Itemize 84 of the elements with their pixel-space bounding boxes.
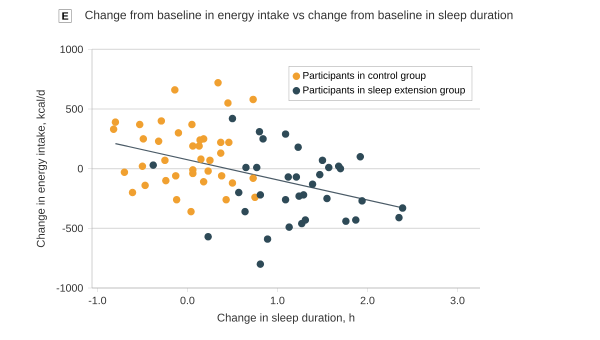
point [398,204,406,212]
point [200,135,208,143]
point [204,232,212,240]
y-tick-label: 500 [66,105,83,113]
point [217,149,224,157]
point [395,214,403,222]
text: E [62,12,68,20]
point [197,155,205,163]
y-tick-label: -1000 [56,284,83,292]
point [225,138,233,146]
point [256,191,264,199]
point [224,99,232,107]
point [222,196,230,204]
point [264,235,272,243]
x-tick-label: 2.0 [360,296,374,304]
chart-title: Change from baseline in energy intake vs change from baseline in sleep duration [85,10,512,22]
point [241,208,249,216]
legend-label: Participants in sleep extension group [303,86,465,96]
x-tick-label: -1.0 [88,296,106,304]
point [300,191,308,199]
point [235,188,242,196]
point [336,164,344,172]
point [352,216,360,224]
point [256,260,264,268]
point [318,156,326,164]
point [171,86,179,94]
point [204,167,212,175]
point [302,216,310,224]
x-axis-title: Change in sleep duration, h [218,313,354,324]
point [256,128,264,136]
x-tick-label: 3.0 [450,296,464,304]
point [294,143,302,151]
point [249,174,257,182]
point [206,156,214,164]
point [128,188,136,196]
point [217,138,224,146]
y-axis-title: Change in energy intake, kcal/d [36,90,48,248]
point [242,164,250,172]
point [140,135,148,143]
point [285,223,293,231]
point [323,194,331,202]
point [112,118,120,126]
point [149,161,157,169]
point [282,196,290,204]
point [200,178,208,186]
point [342,217,350,225]
point [249,96,257,104]
x-tick-label: 0.0 [180,296,194,304]
point [308,180,316,188]
point [188,120,196,128]
point [120,168,128,176]
point [292,173,300,181]
point [174,129,182,137]
point [358,197,366,205]
point [110,126,118,134]
point [228,114,236,122]
point [138,162,146,170]
point [154,137,162,145]
point [356,153,364,160]
x-tick-label: 1.0 [270,296,284,304]
point [259,135,267,143]
y-tick-label: 0 [78,164,83,172]
point [161,156,169,164]
point [172,196,180,204]
point [282,130,290,138]
point [189,142,197,150]
point [141,182,149,190]
legend-label: Participants in control group [303,72,426,81]
point [158,117,166,125]
y-tick-label: -500 [62,224,83,232]
point [136,120,144,128]
point [284,173,292,181]
point [162,176,170,184]
point [214,79,222,86]
point [218,172,226,180]
point [316,170,324,178]
point [228,179,236,187]
point [195,142,203,150]
y-tick-label: 1000 [60,46,83,54]
point [251,194,259,202]
point [325,164,332,172]
point [253,164,260,172]
point [187,208,195,216]
point [172,172,180,180]
